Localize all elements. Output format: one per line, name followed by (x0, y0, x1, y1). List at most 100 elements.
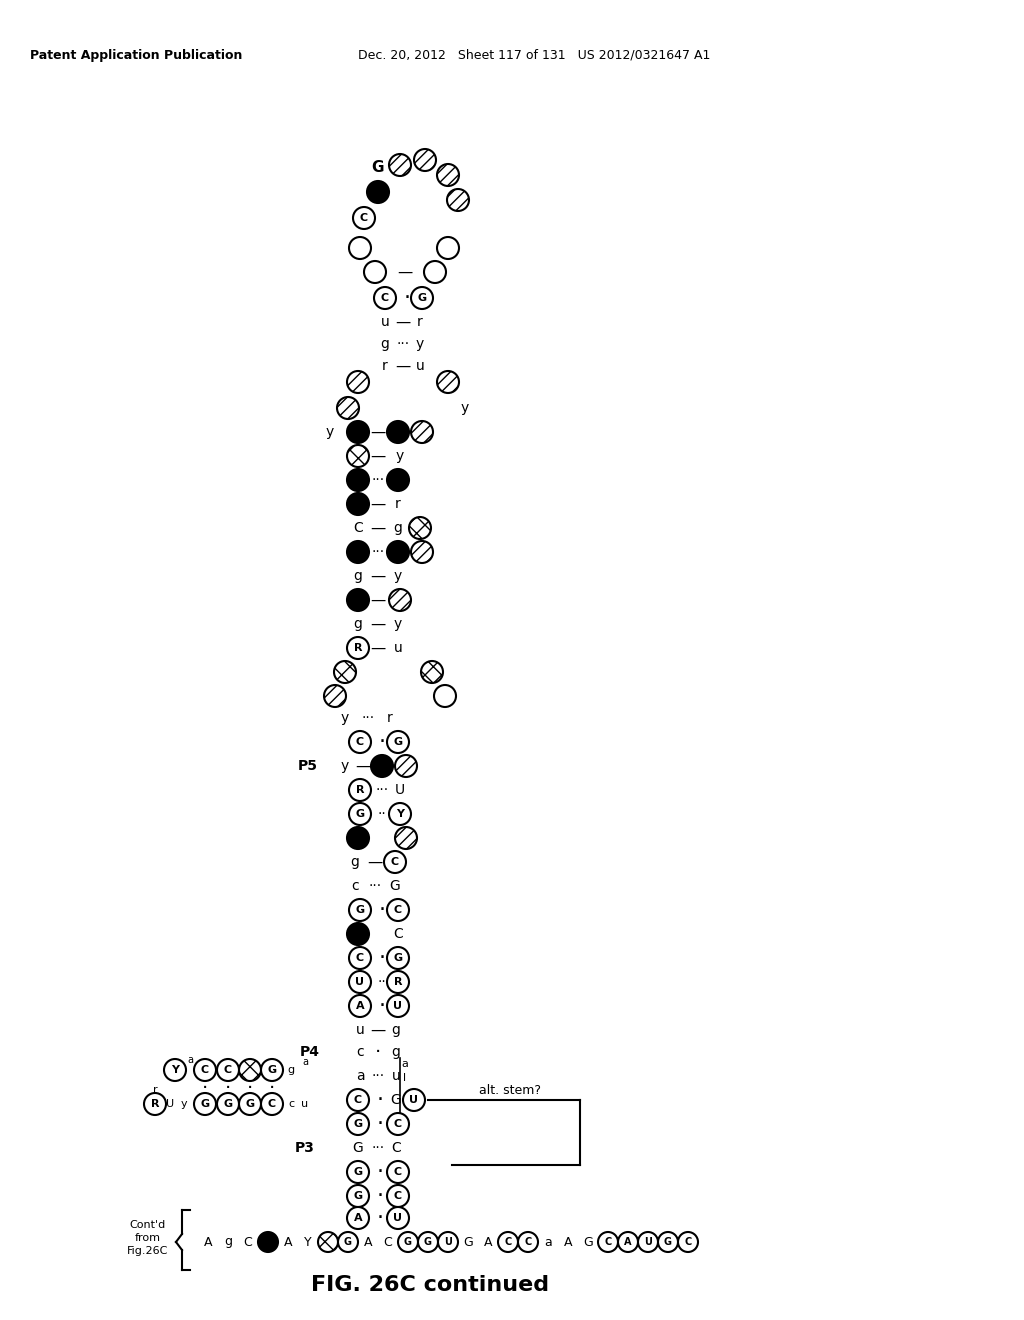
Text: G: G (353, 1119, 362, 1129)
Text: Cont'd: Cont'd (130, 1220, 166, 1230)
Text: —: — (397, 264, 413, 280)
Circle shape (261, 1093, 283, 1115)
Circle shape (437, 238, 459, 259)
Text: A: A (355, 1001, 365, 1011)
Text: y: y (416, 337, 424, 351)
Text: l: l (403, 1073, 407, 1082)
Text: R: R (151, 1100, 160, 1109)
Text: G: G (353, 1191, 362, 1201)
Text: ·: · (403, 288, 411, 308)
Text: R: R (355, 785, 365, 795)
Text: ···: ··· (361, 711, 375, 725)
Text: C: C (394, 906, 402, 915)
Circle shape (389, 154, 411, 176)
Text: G: G (355, 809, 365, 818)
Text: C: C (268, 1100, 276, 1109)
Text: C: C (394, 1119, 402, 1129)
Circle shape (437, 164, 459, 186)
Text: P4: P4 (300, 1045, 319, 1059)
Text: A: A (564, 1236, 572, 1249)
Text: r: r (153, 1085, 158, 1096)
Text: u: u (416, 359, 424, 374)
Text: —: — (368, 854, 383, 870)
Circle shape (349, 803, 371, 825)
Circle shape (164, 1059, 186, 1081)
Text: A: A (625, 1237, 632, 1247)
Circle shape (387, 541, 409, 564)
Circle shape (424, 261, 446, 282)
Text: u: u (301, 1100, 308, 1109)
Text: —: — (371, 520, 386, 536)
Circle shape (387, 731, 409, 752)
Text: r: r (395, 498, 400, 511)
Circle shape (421, 661, 443, 682)
Text: ···: ··· (376, 783, 388, 797)
Text: from: from (135, 1233, 161, 1243)
Text: y: y (396, 449, 404, 463)
Circle shape (438, 1232, 458, 1251)
Text: G: G (201, 1100, 210, 1109)
Circle shape (395, 828, 417, 849)
Circle shape (217, 1093, 239, 1115)
Circle shape (258, 1232, 278, 1251)
Text: ·: · (379, 997, 385, 1016)
Text: —: — (395, 359, 411, 374)
Text: U: U (444, 1237, 452, 1247)
Text: r: r (387, 711, 393, 725)
Text: G: G (393, 953, 402, 964)
Text: r: r (417, 315, 423, 329)
Circle shape (347, 1206, 369, 1229)
Circle shape (447, 189, 469, 211)
Circle shape (349, 946, 371, 969)
Text: A: A (483, 1236, 493, 1249)
Text: G: G (404, 1237, 412, 1247)
Text: R: R (353, 643, 362, 653)
Circle shape (347, 1113, 369, 1135)
Text: G: G (353, 1167, 362, 1177)
Circle shape (518, 1232, 538, 1251)
Circle shape (387, 469, 409, 491)
Circle shape (347, 923, 369, 945)
Text: U: U (355, 977, 365, 987)
Circle shape (678, 1232, 698, 1251)
Text: ···: ··· (372, 1069, 385, 1082)
Circle shape (324, 685, 346, 708)
Text: U: U (410, 1096, 419, 1105)
Text: C: C (524, 1237, 531, 1247)
Text: G: G (372, 161, 384, 176)
Text: U: U (395, 783, 406, 797)
Text: y: y (341, 711, 349, 725)
Circle shape (347, 1185, 369, 1206)
Text: a: a (355, 1069, 365, 1082)
Text: C: C (391, 1140, 400, 1155)
Text: y: y (394, 569, 402, 583)
Text: C: C (391, 857, 399, 867)
Text: g: g (288, 1065, 295, 1074)
Circle shape (411, 421, 433, 444)
Circle shape (403, 1089, 425, 1111)
Text: ···: ··· (372, 1140, 385, 1155)
Text: u: u (393, 642, 402, 655)
Text: A: A (204, 1236, 212, 1249)
Text: u: u (391, 1069, 400, 1082)
Circle shape (353, 207, 375, 228)
Text: ···: ··· (396, 337, 410, 351)
Text: C: C (604, 1237, 611, 1247)
Circle shape (658, 1232, 678, 1251)
Text: C: C (684, 1237, 691, 1247)
Circle shape (349, 238, 371, 259)
Text: y: y (394, 616, 402, 631)
Circle shape (349, 995, 371, 1016)
Circle shape (387, 1206, 409, 1229)
Text: C: C (353, 521, 362, 535)
Text: g: g (224, 1236, 232, 1249)
Text: g: g (353, 569, 362, 583)
Text: G: G (344, 1237, 352, 1247)
Text: R: R (394, 977, 402, 987)
Text: c: c (288, 1100, 294, 1109)
Circle shape (434, 685, 456, 708)
Text: G: G (463, 1236, 473, 1249)
Circle shape (347, 1089, 369, 1111)
Text: c: c (351, 879, 358, 894)
Text: C: C (505, 1237, 512, 1247)
